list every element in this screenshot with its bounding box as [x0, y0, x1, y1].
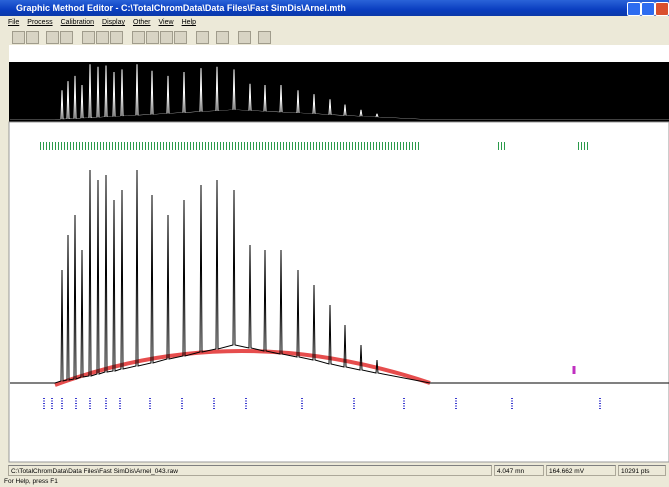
- toolbar-button[interactable]: [132, 31, 145, 44]
- toolbar-button[interactable]: [82, 31, 95, 44]
- status-time: 4.047 mn: [494, 465, 544, 476]
- window-title: Graphic Method Editor - C:\TotalChromDat…: [0, 3, 346, 13]
- chromatogram-view: [0, 45, 669, 465]
- toolbar-button[interactable]: [46, 31, 59, 44]
- status-points: 10291 pts: [618, 465, 666, 476]
- overview-pane[interactable]: [9, 62, 669, 122]
- maximize-button[interactable]: [641, 2, 655, 16]
- menu-bar: File Process Calibration Display Other V…: [0, 17, 669, 29]
- toolbar-button[interactable]: [146, 31, 159, 44]
- menu-item[interactable]: File: [8, 17, 19, 29]
- toolbar-button[interactable]: [196, 31, 209, 44]
- toolbar-button[interactable]: [60, 31, 73, 44]
- overview-header: [9, 45, 669, 62]
- close-button[interactable]: [655, 2, 669, 16]
- status-signal: 164.662 mV: [546, 465, 616, 476]
- minimize-button[interactable]: [627, 2, 641, 16]
- toolbar-button[interactable]: [238, 31, 251, 44]
- menu-item[interactable]: View: [159, 17, 174, 29]
- toolbar-button[interactable]: [26, 31, 39, 44]
- app-window: Graphic Method Editor - C:\TotalChromDat…: [0, 0, 669, 487]
- toolbar-button[interactable]: [12, 31, 25, 44]
- menu-item[interactable]: Display: [102, 17, 125, 29]
- toolbar-button[interactable]: [216, 31, 229, 44]
- toolbar-button[interactable]: [96, 31, 109, 44]
- toolbar: [0, 30, 669, 44]
- status-file: C:\TotalChromData\Data Files\Fast SimDis…: [8, 465, 492, 476]
- toolbar-button[interactable]: [110, 31, 123, 44]
- toolbar-button[interactable]: [174, 31, 187, 44]
- title-bar: Graphic Method Editor - C:\TotalChromDat…: [0, 0, 669, 16]
- help-text: For Help, press F1: [4, 478, 58, 485]
- menu-item[interactable]: Calibration: [61, 17, 94, 29]
- toolbar-button[interactable]: [160, 31, 173, 44]
- main-plot[interactable]: [9, 122, 669, 462]
- menu-item[interactable]: Help: [182, 17, 196, 29]
- toolbar-button[interactable]: [258, 31, 271, 44]
- status-bar: C:\TotalChromData\Data Files\Fast SimDis…: [0, 465, 669, 477]
- menu-item[interactable]: Other: [133, 17, 151, 29]
- menu-item[interactable]: Process: [27, 17, 52, 29]
